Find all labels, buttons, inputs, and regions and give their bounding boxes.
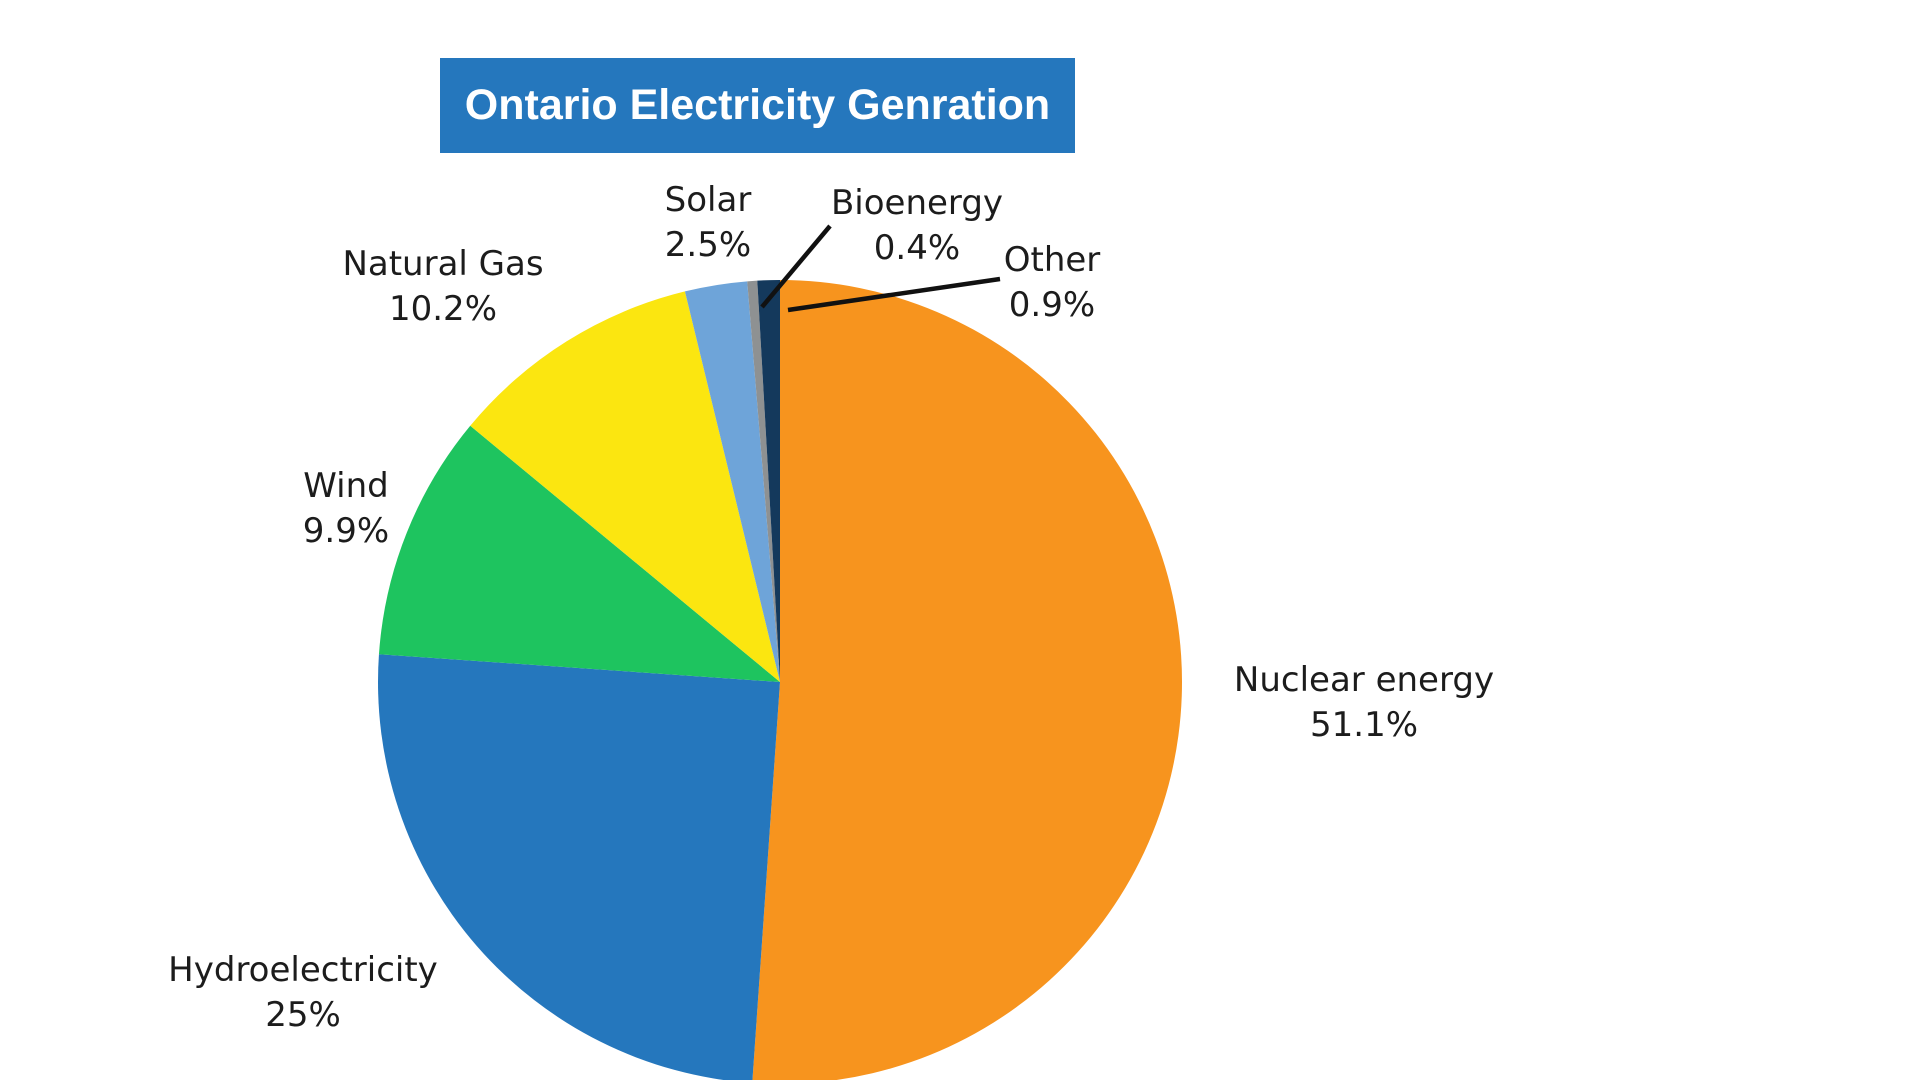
slice-label-solar-name: Solar bbox=[664, 180, 752, 220]
slice-label-hydroelectricity-value: 25% bbox=[265, 995, 341, 1035]
slice-label-wind: Wind 9.9% bbox=[303, 464, 389, 554]
bioenergy-leader-line bbox=[760, 224, 832, 309]
pie-slice-nuclear-energy bbox=[752, 280, 1182, 1080]
slice-label-hydroelectricity-name: Hydroelectricity bbox=[168, 950, 438, 990]
slice-label-wind-name: Wind bbox=[303, 466, 389, 506]
pie-slice-wind bbox=[378, 425, 780, 682]
pie-slice-hydroelectricity bbox=[378, 654, 780, 1080]
slice-label-bioenergy: Bioenergy 0.4% bbox=[831, 181, 1003, 271]
slice-label-natural-gas-name: Natural Gas bbox=[342, 244, 544, 284]
slice-label-natural-gas-value: 10.2% bbox=[388, 289, 497, 329]
pie-slice-solar bbox=[684, 281, 780, 682]
slice-label-natural-gas: Natural Gas 10.2% bbox=[342, 242, 543, 332]
slice-label-other-name: Other bbox=[1003, 240, 1101, 280]
chart-title: Ontario Electricity Genration bbox=[440, 58, 1075, 153]
slice-label-nuclear-name: Nuclear energy bbox=[1233, 660, 1495, 700]
slice-label-hydroelectricity: Hydroelectricity 25% bbox=[168, 948, 438, 1038]
pie-slice-natural-gas bbox=[470, 291, 780, 682]
slice-label-bioenergy-name: Bioenergy bbox=[830, 183, 1004, 223]
pie-slice-other bbox=[757, 280, 780, 682]
slice-label-nuclear: Nuclear energy 51.1% bbox=[1234, 658, 1494, 748]
pie-slice-bioenergy bbox=[747, 280, 780, 682]
slice-label-solar-value: 2.5% bbox=[664, 225, 752, 265]
slice-label-other-value: 0.9% bbox=[1008, 285, 1096, 325]
slice-label-bioenergy-value: 0.4% bbox=[873, 228, 961, 268]
slice-label-wind-value: 9.9% bbox=[302, 511, 390, 551]
slice-label-solar: Solar 2.5% bbox=[665, 178, 752, 268]
slice-label-nuclear-value: 51.1% bbox=[1309, 705, 1419, 745]
other-leader-line bbox=[787, 276, 1001, 313]
slice-label-other: Other 0.9% bbox=[1004, 238, 1101, 328]
